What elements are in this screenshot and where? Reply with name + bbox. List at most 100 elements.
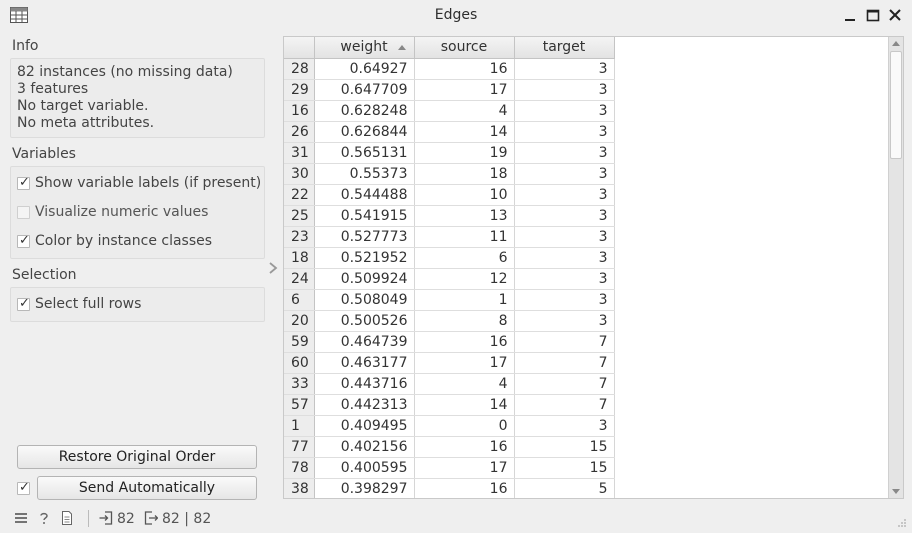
minimize-icon[interactable]: [842, 7, 858, 23]
cell-target[interactable]: 3: [514, 247, 615, 269]
row-index[interactable]: 59: [284, 331, 315, 353]
vertical-scrollbar[interactable]: [888, 37, 903, 498]
table-row[interactable]: 78 0.400595 17 15: [284, 457, 615, 479]
restore-original-order-button[interactable]: Restore Original Order: [17, 445, 257, 469]
table-row[interactable]: 77 0.402156 16 15: [284, 436, 615, 458]
send-automatically-button[interactable]: Send Automatically: [37, 476, 257, 500]
row-index[interactable]: 22: [284, 184, 315, 206]
maximize-icon[interactable]: [865, 7, 881, 23]
cell-source[interactable]: 11: [414, 226, 515, 248]
cell-source[interactable]: 18: [414, 163, 515, 185]
cell-target[interactable]: 3: [514, 226, 615, 248]
cell-target[interactable]: 7: [514, 352, 615, 374]
cell-source[interactable]: 12: [414, 268, 515, 290]
cell-weight[interactable]: 0.463177: [314, 352, 415, 374]
row-index[interactable]: 23: [284, 226, 315, 248]
row-index[interactable]: 16: [284, 100, 315, 122]
table-row[interactable]: 23 0.527773 11 3: [284, 226, 615, 248]
cell-weight[interactable]: 0.544488: [314, 184, 415, 206]
cell-source[interactable]: 17: [414, 352, 515, 374]
close-icon[interactable]: [887, 7, 903, 23]
cell-target[interactable]: 3: [514, 121, 615, 143]
row-index[interactable]: 78: [284, 457, 315, 479]
row-index[interactable]: 20: [284, 310, 315, 332]
send-automatically-toggle[interactable]: ✓: [17, 479, 35, 497]
table-row[interactable]: 25 0.541915 13 3: [284, 205, 615, 227]
row-index[interactable]: 31: [284, 142, 315, 164]
cell-source[interactable]: 13: [414, 205, 515, 227]
report-icon[interactable]: [60, 511, 74, 525]
table-row[interactable]: 60 0.463177 17 7: [284, 352, 615, 374]
cell-source[interactable]: 4: [414, 100, 515, 122]
cell-weight[interactable]: 0.402156: [314, 436, 415, 458]
menu-icon[interactable]: [14, 511, 28, 525]
corner-header[interactable]: [284, 37, 315, 59]
resize-grip-icon[interactable]: [897, 518, 907, 528]
cell-source[interactable]: 19: [414, 142, 515, 164]
row-index[interactable]: 25: [284, 205, 315, 227]
checkbox[interactable]: ✓: [17, 233, 30, 248]
cell-weight[interactable]: 0.527773: [314, 226, 415, 248]
cell-target[interactable]: 3: [514, 163, 615, 185]
cell-source[interactable]: 14: [414, 121, 515, 143]
cell-source[interactable]: 8: [414, 310, 515, 332]
cell-target[interactable]: 3: [514, 268, 615, 290]
cell-weight[interactable]: 0.64927: [314, 58, 415, 80]
cell-source[interactable]: 16: [414, 436, 515, 458]
table-row[interactable]: 26 0.626844 14 3: [284, 121, 615, 143]
cell-weight[interactable]: 0.409495: [314, 415, 415, 437]
cell-weight[interactable]: 0.626844: [314, 121, 415, 143]
cell-weight[interactable]: 0.565131: [314, 142, 415, 164]
row-index[interactable]: 24: [284, 268, 315, 290]
table-row[interactable]: 20 0.500526 8 3: [284, 310, 615, 332]
table-row[interactable]: 24 0.509924 12 3: [284, 268, 615, 290]
cell-target[interactable]: 3: [514, 100, 615, 122]
cell-target[interactable]: 3: [514, 142, 615, 164]
cell-weight[interactable]: 0.628248: [314, 100, 415, 122]
chevron-right-icon[interactable]: [268, 262, 278, 274]
cell-source[interactable]: 1: [414, 289, 515, 311]
cell-source[interactable]: 4: [414, 373, 515, 395]
cell-source[interactable]: 14: [414, 394, 515, 416]
column-header-weight[interactable]: weight: [314, 37, 415, 59]
cell-target[interactable]: 3: [514, 310, 615, 332]
cell-target[interactable]: 3: [514, 58, 615, 80]
cell-target[interactable]: 3: [514, 184, 615, 206]
row-index[interactable]: 29: [284, 79, 315, 101]
cell-weight[interactable]: 0.442313: [314, 394, 415, 416]
scrollbar-thumb[interactable]: [890, 51, 902, 159]
cell-weight[interactable]: 0.443716: [314, 373, 415, 395]
show-variable-labels-checkbox[interactable]: ✓ Show variable labels (if present): [17, 174, 261, 192]
row-index[interactable]: 28: [284, 58, 315, 80]
table-row[interactable]: 18 0.521952 6 3: [284, 247, 615, 269]
cell-target[interactable]: 7: [514, 394, 615, 416]
table-row[interactable]: 31 0.565131 19 3: [284, 142, 615, 164]
row-index[interactable]: 1: [284, 415, 315, 437]
table-row[interactable]: 1 0.409495 0 3: [284, 415, 615, 437]
cell-source[interactable]: 10: [414, 184, 515, 206]
table-row[interactable]: 33 0.443716 4 7: [284, 373, 615, 395]
cell-target[interactable]: 3: [514, 289, 615, 311]
table-row[interactable]: 38 0.398297 16 5: [284, 478, 615, 498]
table-row[interactable]: 30 0.55373 18 3: [284, 163, 615, 185]
table-row[interactable]: 22 0.544488 10 3: [284, 184, 615, 206]
row-index[interactable]: 26: [284, 121, 315, 143]
table-row[interactable]: 29 0.647709 17 3: [284, 79, 615, 101]
select-full-rows-checkbox[interactable]: ✓ Select full rows: [17, 295, 141, 313]
cell-weight[interactable]: 0.55373: [314, 163, 415, 185]
cell-source[interactable]: 16: [414, 478, 515, 498]
row-index[interactable]: 57: [284, 394, 315, 416]
cell-source[interactable]: 6: [414, 247, 515, 269]
table-row[interactable]: 59 0.464739 16 7: [284, 331, 615, 353]
help-icon[interactable]: [37, 511, 51, 525]
row-index[interactable]: 30: [284, 163, 315, 185]
scroll-up-icon[interactable]: [892, 41, 900, 46]
checkbox[interactable]: ✓: [17, 175, 30, 190]
row-index[interactable]: 38: [284, 478, 315, 498]
cell-weight[interactable]: 0.541915: [314, 205, 415, 227]
row-index[interactable]: 6: [284, 289, 315, 311]
cell-weight[interactable]: 0.647709: [314, 79, 415, 101]
cell-weight[interactable]: 0.521952: [314, 247, 415, 269]
cell-source[interactable]: 0: [414, 415, 515, 437]
table-row[interactable]: 6 0.508049 1 3: [284, 289, 615, 311]
